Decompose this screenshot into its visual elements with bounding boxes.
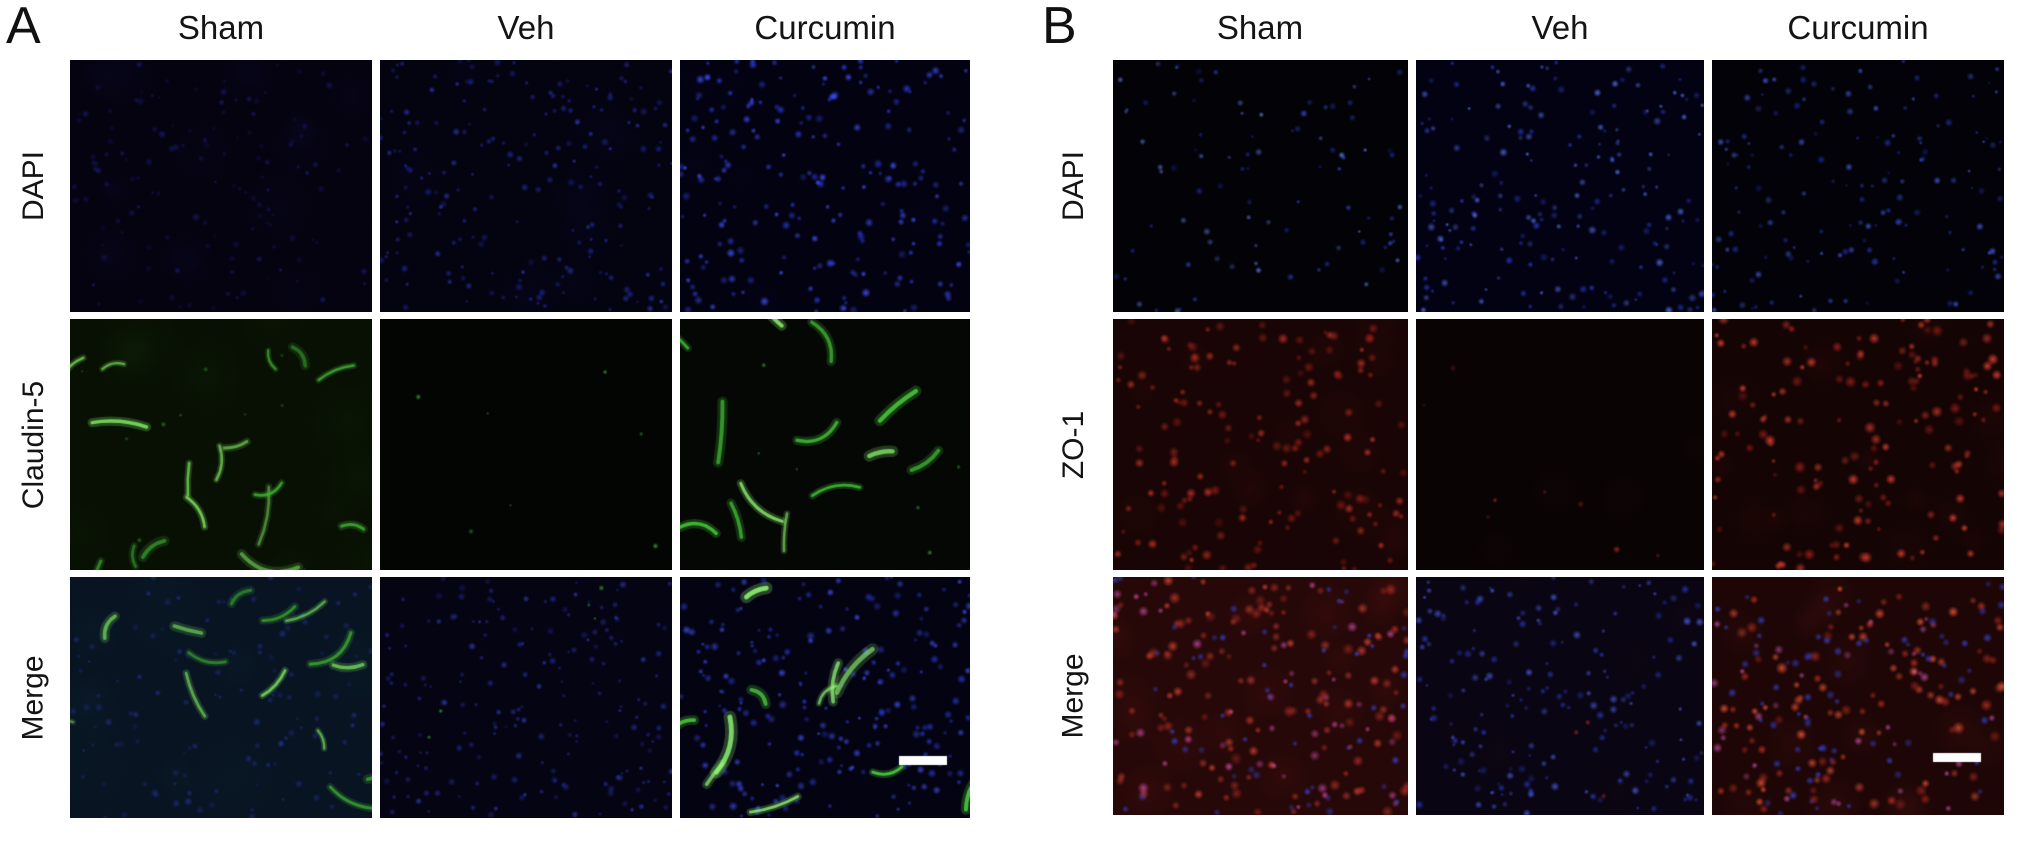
- panel-a-col-header-veh: Veh: [497, 9, 555, 46]
- panel-a-row-label-dapi-text: DAPI: [17, 150, 50, 222]
- panel-a-row-label-dapi: DAPI: [2, 60, 66, 312]
- micrograph-a-dapi-sham: [70, 60, 372, 312]
- panel-b-col-header-curcumin: Curcumin: [1787, 9, 1929, 46]
- micrograph-b-zo1-veh: [1416, 319, 1704, 570]
- panel-a-col-header-curcumin: Curcumin: [754, 9, 896, 46]
- panel-b-label: B: [1042, 0, 1077, 55]
- panel-a-label: A: [6, 0, 41, 55]
- micrograph-a-dapi-curcumin: [680, 60, 970, 312]
- micrograph-b-merge-curcumin: [1712, 577, 2004, 815]
- micrograph-b-dapi-veh: [1416, 60, 1704, 312]
- panel-b-row-label-merge: Merge: [1042, 577, 1106, 815]
- panel-b-row-label-dapi-text: DAPI: [1057, 150, 1090, 222]
- micrograph-a-claudin5-veh: [380, 319, 672, 570]
- micrograph-b-dapi-curcumin: [1712, 60, 2004, 312]
- micrograph-b-merge-veh: [1416, 577, 1704, 815]
- panel-b-col-header-sham: Sham: [1216, 9, 1304, 46]
- micrograph-a-merge-curcumin: [680, 577, 970, 818]
- panel-b-row-label-merge-text: Merge: [1057, 653, 1091, 739]
- panel-b-col-header-veh: Veh: [1531, 9, 1589, 46]
- panel-a-row-label-claudin5: Claudin-5: [2, 319, 66, 570]
- micrograph-b-zo1-sham: [1113, 319, 1408, 570]
- micrograph-a-claudin5-curcumin: [680, 319, 970, 570]
- micrograph-b-zo1-curcumin: [1712, 319, 2004, 570]
- panel-b-row-label-zo1-text: ZO-1: [1057, 410, 1090, 479]
- panel-a-row-label-claudin5-text: Claudin-5: [17, 380, 51, 509]
- panel-b-row-label-dapi: DAPI: [1042, 60, 1106, 312]
- micrograph-a-dapi-veh: [380, 60, 672, 312]
- panel-a-row-label-merge: Merge: [2, 577, 66, 818]
- micrograph-a-merge-sham: [70, 577, 372, 818]
- micrograph-a-claudin5-sham: [70, 319, 372, 570]
- panel-b-row-label-zo1: ZO-1: [1042, 319, 1106, 570]
- panel-a-row-label-merge-text: Merge: [17, 654, 51, 741]
- micrograph-b-dapi-sham: [1113, 60, 1408, 312]
- micrograph-a-merge-veh: [380, 577, 672, 818]
- micrograph-b-merge-sham: [1113, 577, 1408, 815]
- panel-a-col-header-sham: Sham: [177, 9, 265, 46]
